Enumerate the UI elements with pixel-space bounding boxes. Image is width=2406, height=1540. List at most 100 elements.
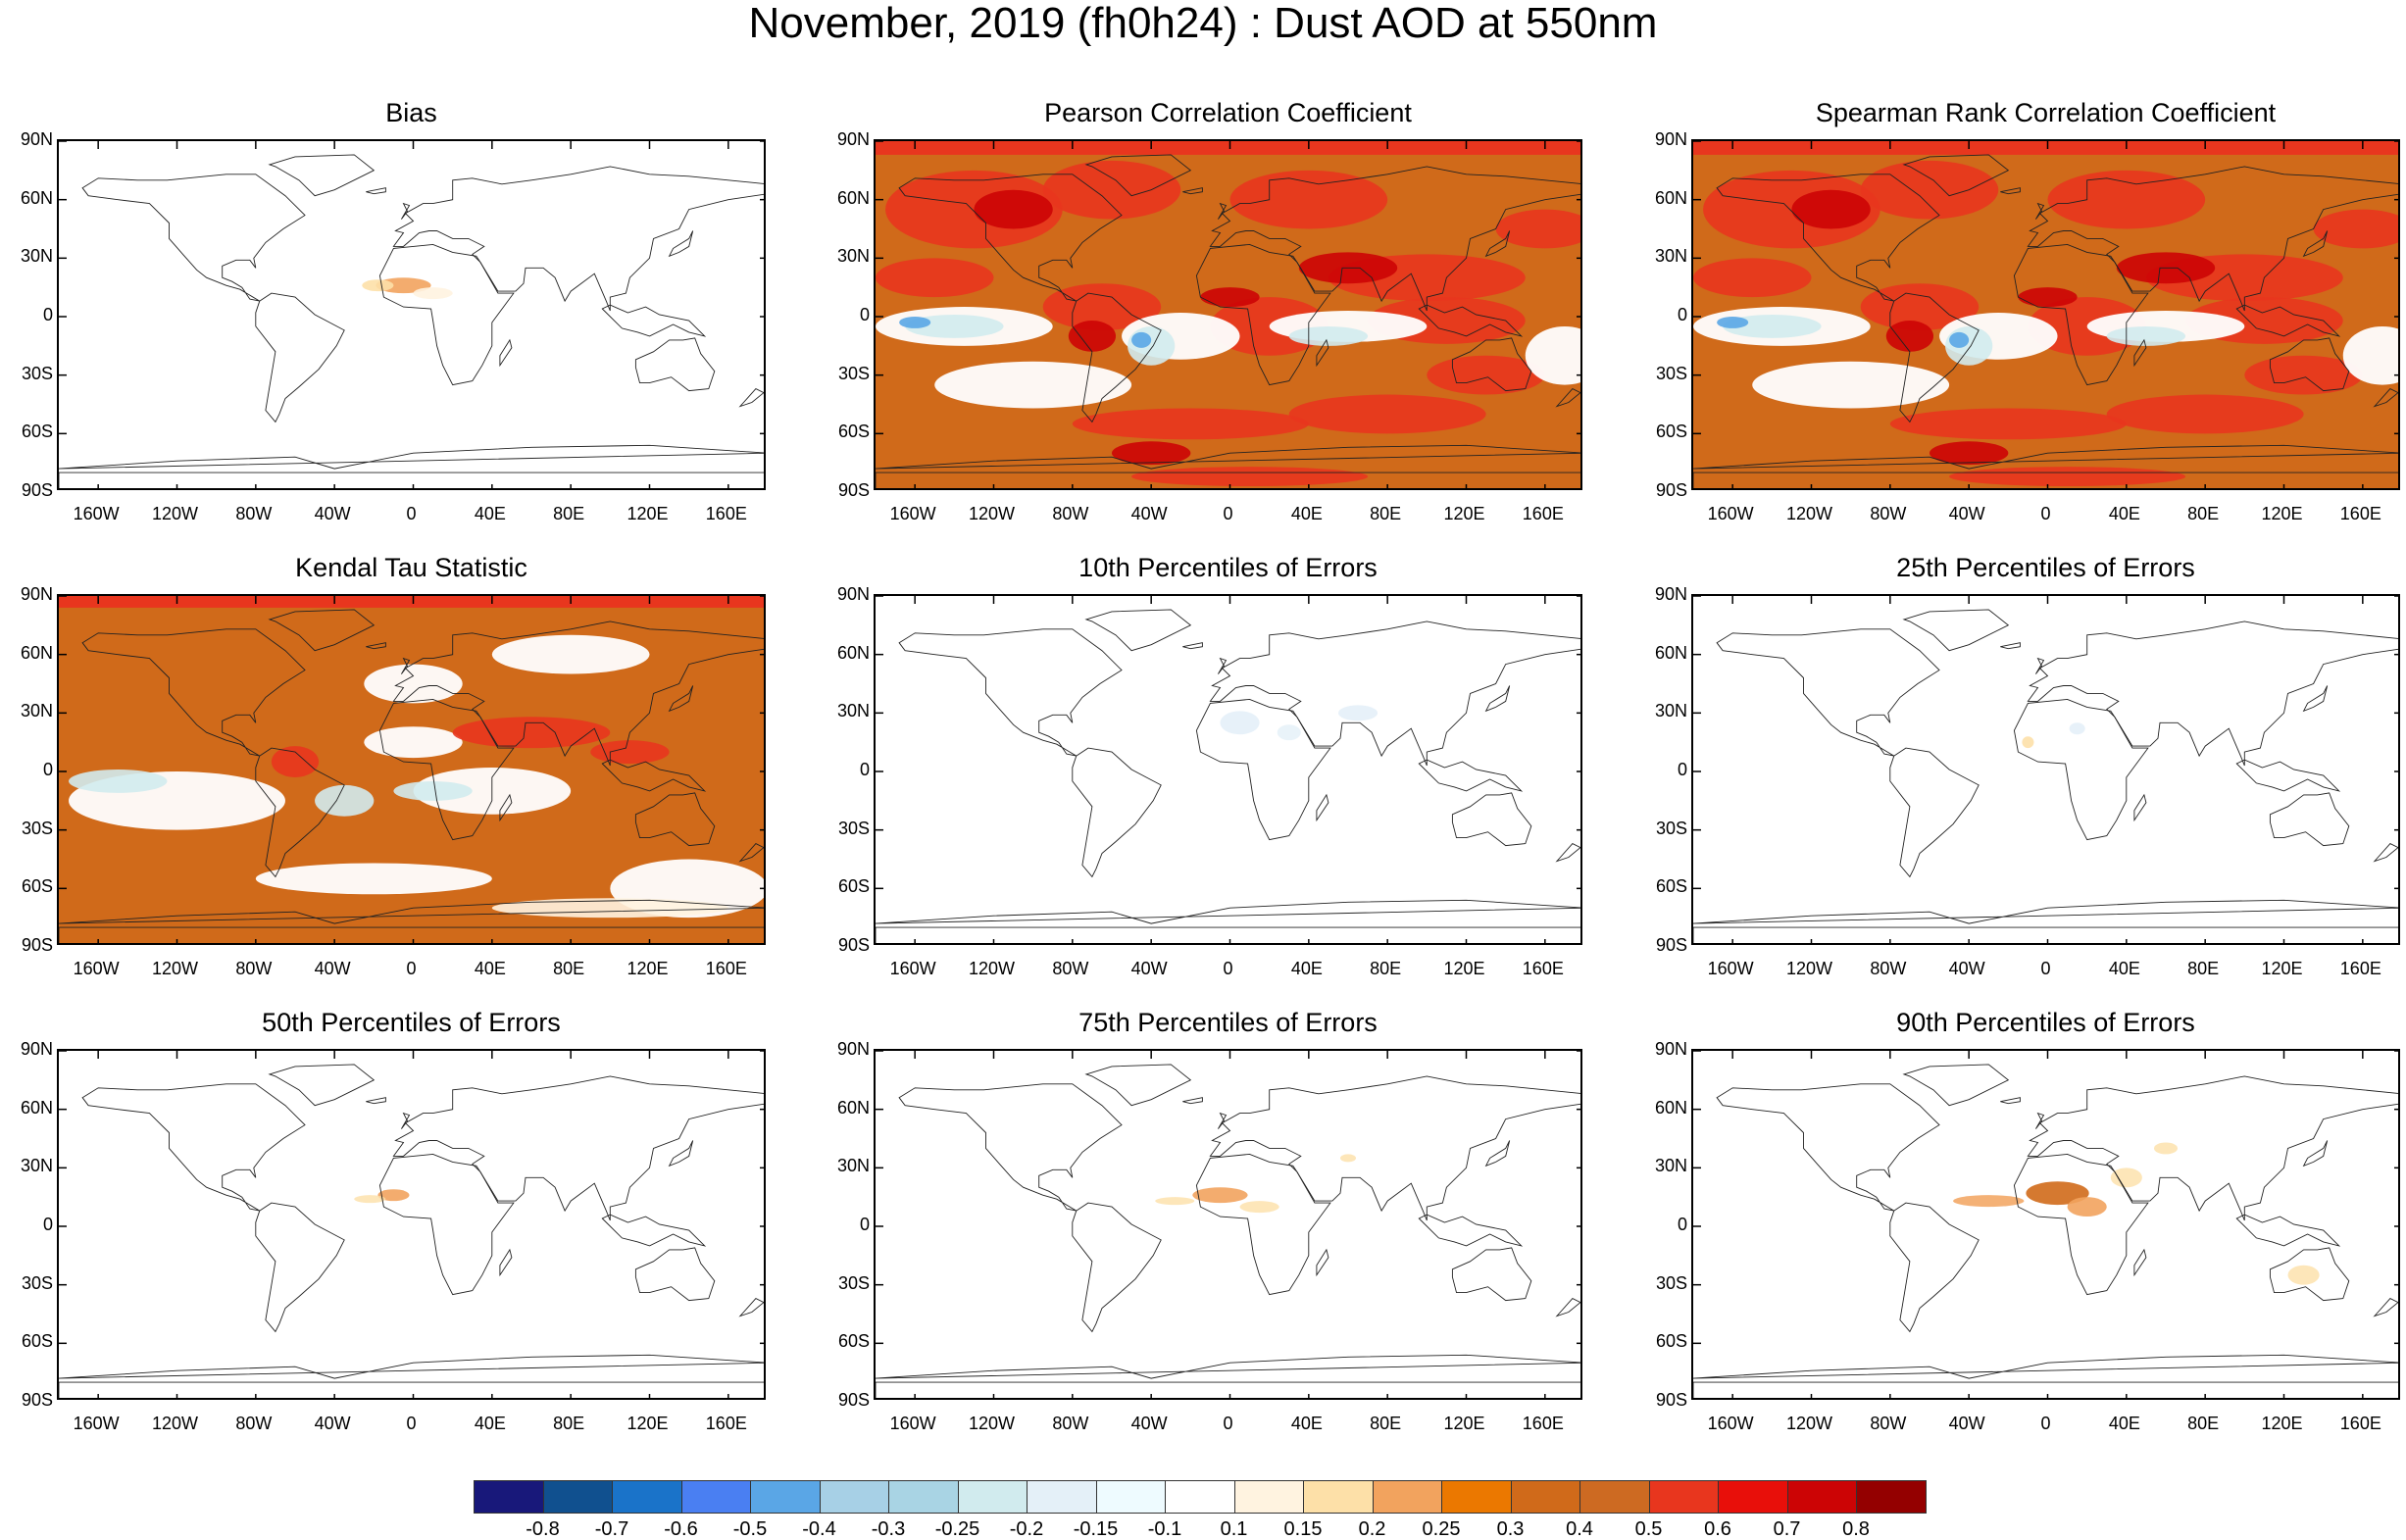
lat-tick-label: 30N: [1654, 1156, 1687, 1176]
coastline: [1072, 1202, 1162, 1333]
lon-tick-label: 80E: [553, 959, 585, 978]
coastline: [2035, 657, 2045, 674]
lat-tick-label: 60N: [1654, 187, 1687, 208]
colorbar-swatch: [1233, 1480, 1304, 1514]
coastline: [2373, 843, 2398, 863]
lon-tick-label: 160E: [2339, 1414, 2381, 1433]
coastline: [1451, 1247, 1532, 1302]
coastline: [401, 657, 411, 674]
lon-tick-label: 160W: [889, 504, 936, 523]
lat-tick-label: 60N: [1654, 642, 1687, 663]
coastline: [634, 1247, 716, 1302]
coastline: [876, 1354, 1580, 1379]
lon-tick-label: 40E: [1290, 959, 1323, 978]
panel-title: Kendal Tau Statistic: [295, 553, 527, 582]
lat-tick-label: 90N: [20, 584, 53, 604]
coastline: [1693, 1354, 2398, 1379]
lat-tick-label: 90N: [1654, 1039, 1687, 1059]
coastline: [738, 843, 764, 863]
coastline: [668, 685, 694, 713]
colorbar-label: -0.6: [664, 1518, 698, 1540]
colorbar-label: -0.25: [934, 1518, 980, 1540]
lon-tick-label: 160E: [705, 504, 747, 523]
lon-tick-label: 80E: [2187, 1414, 2220, 1433]
lon-tick-label: 40E: [2108, 959, 2140, 978]
lon-tick-label: 80W: [1052, 959, 1089, 978]
coastline: [668, 1140, 694, 1167]
map-plot: [1693, 1051, 2398, 1398]
coastline: [255, 747, 345, 878]
map-panel-p10: [874, 594, 1582, 945]
coastline: [268, 154, 376, 197]
colorbar-swatch: [819, 1480, 889, 1514]
panel-title: Spearman Rank Correlation Coefficient: [1815, 98, 2277, 127]
lon-tick-label: 160E: [1522, 504, 1564, 523]
lat-tick-label: 30S: [1655, 818, 1687, 838]
lat-tick-label: 30N: [836, 246, 870, 267]
lon-tick-label: 0: [406, 959, 417, 978]
coastline: [601, 1214, 707, 1247]
map-panel-bias: [57, 139, 766, 490]
coastline: [1218, 202, 1228, 220]
map-panel-pearson: [874, 139, 1582, 490]
coastline: [59, 899, 764, 924]
coastline: [392, 1075, 764, 1221]
lon-tick-label: 120W: [1785, 959, 1833, 978]
colorbar-label: 0.5: [1634, 1518, 1663, 1540]
map-panel-spearman: [1691, 139, 2400, 490]
coastline: [2133, 338, 2147, 368]
lon-tick-label: 120E: [627, 1414, 669, 1433]
lat-tick-label: 30N: [836, 1156, 870, 1176]
lon-tick-label: 120E: [1443, 1414, 1485, 1433]
lon-tick-label: 120W: [968, 504, 1016, 523]
coastline: [81, 174, 306, 302]
coastline: [2013, 1153, 2149, 1296]
coastline: [2000, 642, 2021, 650]
lon-tick-label: 160W: [73, 1414, 120, 1433]
coastline: [59, 472, 764, 488]
lon-tick-label: 160E: [705, 1414, 747, 1433]
coastline: [1889, 1202, 1980, 1333]
coastline: [2302, 1140, 2329, 1167]
map-plot: [876, 1051, 1580, 1398]
lon-tick-label: 120E: [2261, 504, 2303, 523]
colorbar-swatch: [1095, 1480, 1166, 1514]
lat-tick-label: 30N: [836, 701, 870, 721]
colorbar-swatch: [888, 1480, 959, 1514]
lat-tick-label: 0: [1677, 760, 1687, 779]
coastline: [2027, 166, 2398, 312]
lon-tick-label: 120W: [1785, 504, 1833, 523]
lon-tick-label: 120W: [151, 1414, 199, 1433]
map-plot: [59, 596, 764, 943]
coastline: [268, 1064, 376, 1107]
coastline: [1693, 899, 2398, 924]
coastline: [1418, 304, 1524, 337]
colorbar-label: -0.3: [871, 1518, 906, 1540]
coastline: [898, 174, 1123, 302]
colorbar-swatch: [1165, 1480, 1235, 1514]
coastline: [738, 388, 764, 408]
colorbar-swatch: [1856, 1480, 1927, 1514]
coastline: [1693, 926, 2398, 943]
lon-tick-label: 0: [2040, 959, 2051, 978]
colorbar-swatch: [612, 1480, 682, 1514]
lon-tick-label: 40W: [1948, 504, 1985, 523]
coastline: [2013, 243, 2149, 386]
lon-tick-label: 160W: [889, 1414, 936, 1433]
coastline: [1716, 174, 1940, 302]
lat-tick-label: 0: [859, 760, 870, 779]
coastline: [268, 609, 376, 652]
coastline: [634, 337, 716, 392]
figure-title: November, 2019 (fh0h24) : Dust AOD at 55…: [748, 0, 1658, 47]
coastline: [1555, 388, 1580, 408]
panel-title: 10th Percentiles of Errors: [1078, 553, 1378, 582]
coastline: [1209, 621, 1580, 767]
coastline: [81, 628, 306, 757]
coastline: [378, 698, 515, 841]
coastline: [2235, 304, 2341, 337]
coastline: [2035, 1112, 2045, 1129]
coastline: [2269, 337, 2350, 392]
coastline: [366, 642, 386, 650]
lon-tick-label: 80W: [1870, 504, 1907, 523]
lon-tick-label: 160E: [2339, 504, 2381, 523]
